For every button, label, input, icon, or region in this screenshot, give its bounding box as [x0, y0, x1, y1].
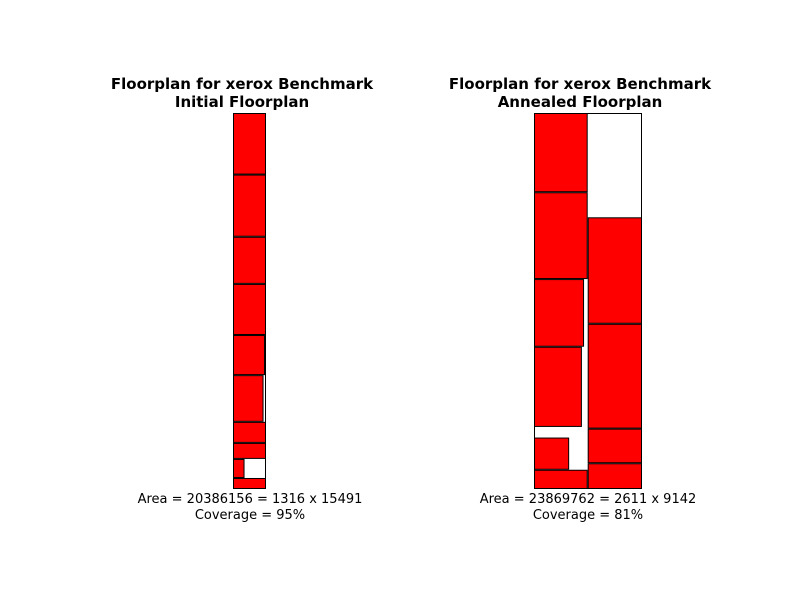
- initial-block-4: [233, 421, 266, 443]
- annealed-block-5: [534, 192, 588, 280]
- annealed-block-10: [587, 217, 642, 324]
- initial-block-8: [233, 236, 266, 284]
- initial-block-6: [233, 335, 265, 376]
- annealed-floorplan-caption: Area = 23869762 = 2611 x 9142 Coverage =…: [430, 492, 746, 524]
- initial-block-7: [233, 283, 266, 336]
- initial-title-line1: Floorplan for xerox Benchmark: [110, 75, 374, 93]
- initial-block-5: [233, 375, 264, 422]
- initial-block-2: [233, 458, 245, 478]
- initial-coverage-label: Coverage = 95%: [194, 508, 306, 523]
- annealed-title-line2: Annealed Floorplan: [497, 93, 663, 111]
- annealed-area-label: Area = 23869762 = 2611 x 9142: [479, 492, 697, 507]
- annealed-floorplan-diagram: [534, 113, 642, 490]
- annealed-block-9: [587, 323, 642, 429]
- annealed-title-line1: Floorplan for xerox Benchmark: [448, 75, 712, 93]
- initial-block-1: [233, 477, 266, 489]
- annealed-coverage-label: Coverage = 81%: [532, 508, 644, 523]
- initial-floorplan-caption: Area = 20386156 = 1316 x 15491 Coverage …: [92, 492, 408, 524]
- initial-block-10: [233, 113, 266, 175]
- annealed-block-6: [534, 113, 588, 193]
- annealed-block-3: [534, 346, 582, 427]
- initial-area-label: Area = 20386156 = 1316 x 15491: [137, 492, 363, 507]
- initial-floorplan-title: Floorplan for xerox Benchmark Initial Fl…: [92, 75, 392, 111]
- annealed-block-7: [587, 463, 642, 489]
- annealed-floorplan-title: Floorplan for xerox Benchmark Annealed F…: [430, 75, 730, 111]
- initial-title-line2: Initial Floorplan: [174, 93, 310, 111]
- annealed-block-8: [587, 428, 642, 464]
- annealed-block-2: [534, 437, 570, 470]
- annealed-block-1: [534, 469, 588, 490]
- annealed-block-4: [534, 279, 585, 347]
- initial-floorplan-diagram: [233, 113, 266, 489]
- initial-block-3: [233, 442, 266, 459]
- initial-block-9: [233, 174, 266, 237]
